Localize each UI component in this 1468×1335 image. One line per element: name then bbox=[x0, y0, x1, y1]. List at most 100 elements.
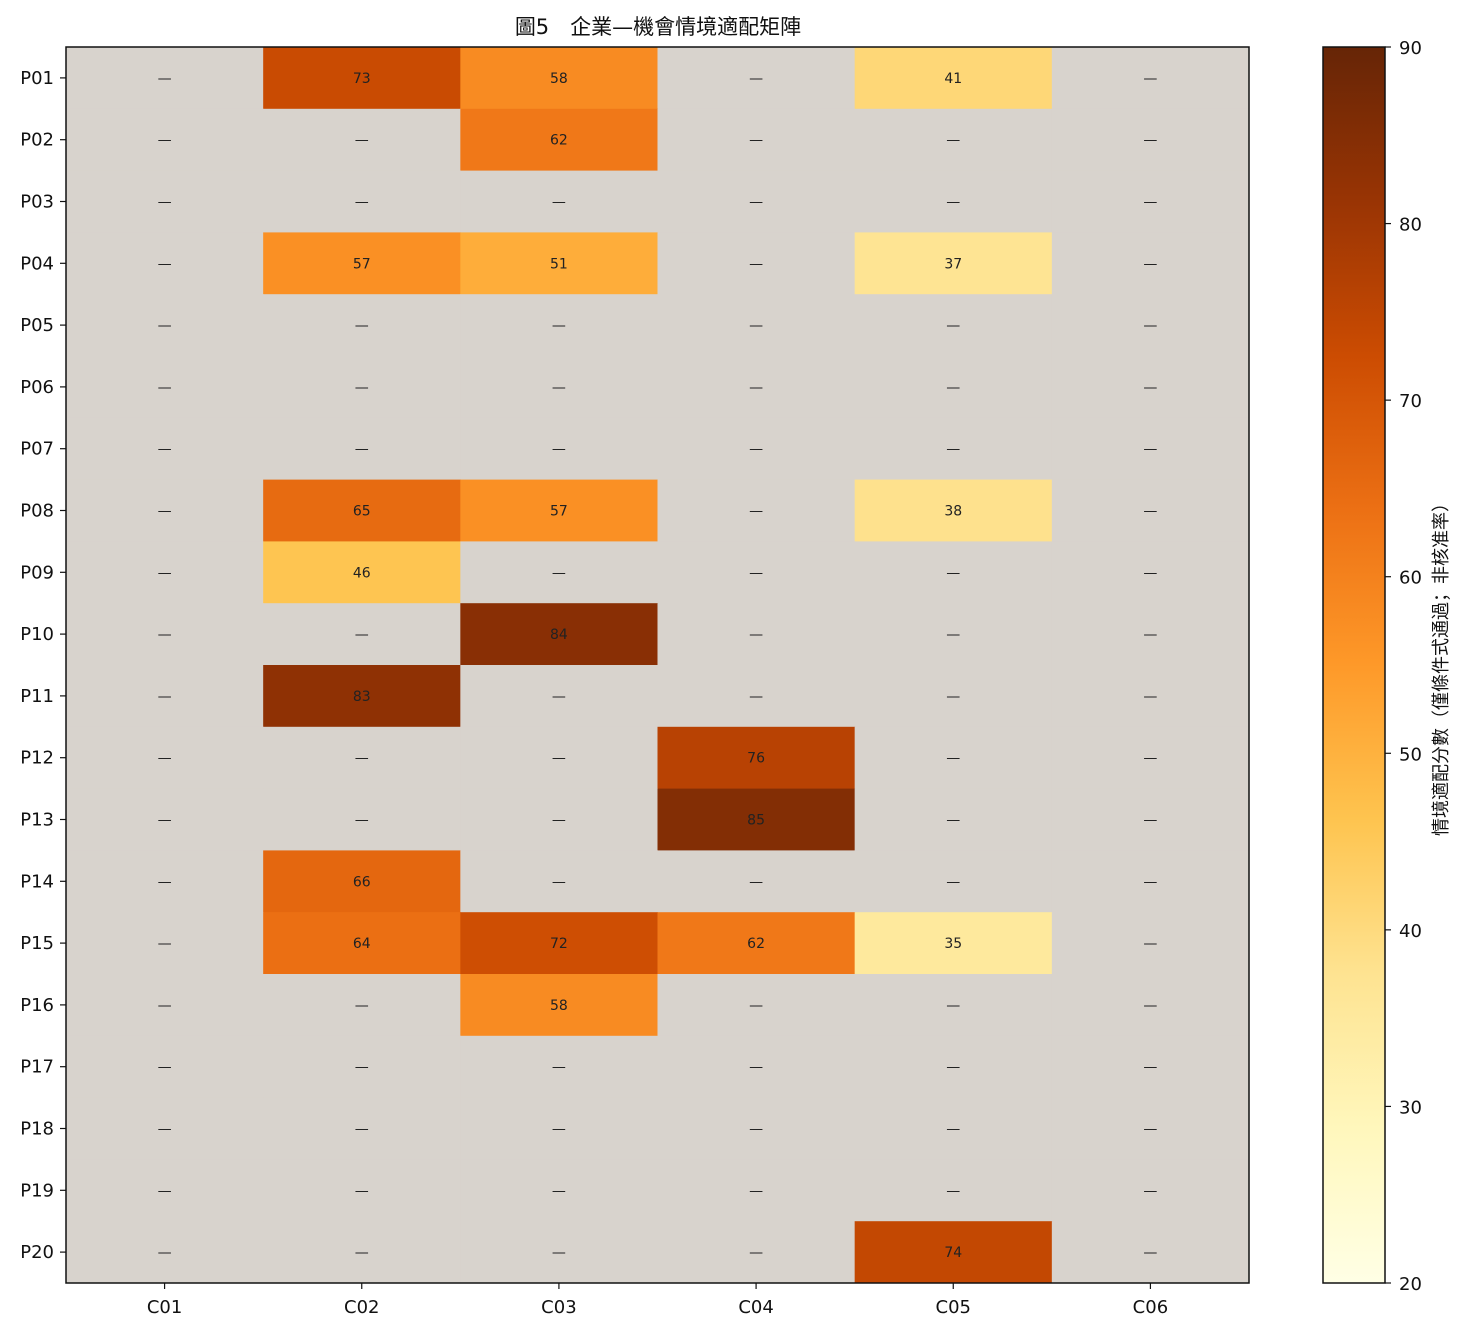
cell-P09-C05 bbox=[854, 541, 1053, 604]
cell-label-P15-C04: 62 bbox=[747, 936, 765, 952]
cell-label-P03-C01: — bbox=[158, 195, 172, 211]
cell-P20-C02 bbox=[263, 1221, 461, 1284]
cell-P03-C02 bbox=[263, 170, 461, 233]
colorbar-tick-label: 90 bbox=[1399, 38, 1422, 59]
cell-P15-C03 bbox=[460, 912, 658, 975]
cell-P10-C04 bbox=[657, 603, 856, 666]
cell-label-P08-C06: — bbox=[1143, 504, 1157, 520]
cell-label-P15-C05: 35 bbox=[944, 936, 962, 952]
cell-label-P19-C01: — bbox=[158, 1183, 172, 1199]
cell-P16-C01 bbox=[66, 974, 264, 1037]
y-tick-label: P11 bbox=[20, 686, 54, 707]
cell-P07-C05 bbox=[854, 417, 1053, 481]
cell-P10-C02 bbox=[263, 603, 461, 666]
cell-label-P02-C06: — bbox=[1143, 133, 1157, 149]
cell-label-P01-C06: — bbox=[1143, 71, 1157, 87]
cell-label-P18-C04: — bbox=[749, 1122, 763, 1138]
cell-P01-C02 bbox=[263, 47, 461, 110]
cell-label-P12-C04: 76 bbox=[747, 751, 765, 767]
cell-P08-C04 bbox=[657, 479, 856, 542]
y-tick-label: P18 bbox=[20, 1119, 54, 1140]
cell-label-P04-C05: 37 bbox=[944, 256, 962, 272]
y-tick-label: P15 bbox=[20, 933, 54, 954]
cell-P09-C03 bbox=[460, 541, 658, 604]
x-tick-label: C03 bbox=[541, 1297, 576, 1318]
cell-P13-C06 bbox=[1051, 788, 1250, 851]
cell-label-P02-C02: — bbox=[355, 133, 369, 149]
cell-P06-C05 bbox=[854, 356, 1053, 419]
cell-label-P18-C02: — bbox=[355, 1122, 369, 1138]
cell-label-P02-C03: 62 bbox=[550, 133, 568, 149]
cell-label-P02-C01: — bbox=[158, 133, 172, 149]
colorbar-tick-label: 80 bbox=[1399, 215, 1422, 236]
cell-P07-C06 bbox=[1051, 417, 1250, 481]
cell-P08-C03 bbox=[460, 479, 658, 542]
cell-P06-C01 bbox=[66, 356, 264, 419]
cell-label-P09-C06: — bbox=[1143, 565, 1157, 581]
y-tick-label: P20 bbox=[20, 1242, 54, 1263]
cell-label-P19-C06: — bbox=[1143, 1183, 1157, 1199]
cell-label-P08-C05: 38 bbox=[944, 504, 962, 520]
cell-label-P16-C06: — bbox=[1143, 998, 1157, 1014]
cell-P12-C06 bbox=[1051, 726, 1250, 790]
cell-label-P07-C03: — bbox=[552, 442, 566, 458]
cell-P13-C01 bbox=[66, 788, 264, 851]
cell-P01-C05 bbox=[854, 47, 1053, 110]
cell-label-P01-C01: — bbox=[158, 71, 172, 87]
cell-P10-C05 bbox=[854, 603, 1053, 666]
cell-label-P03-C04: — bbox=[749, 195, 763, 211]
y-tick-label: P02 bbox=[20, 130, 54, 151]
cell-label-P12-C05: — bbox=[946, 751, 960, 767]
cell-label-P06-C05: — bbox=[946, 380, 960, 396]
cell-P14-C06 bbox=[1051, 850, 1250, 913]
cell-P18-C02 bbox=[263, 1097, 461, 1160]
cell-label-P12-C02: — bbox=[355, 751, 369, 767]
cell-P13-C04 bbox=[657, 788, 856, 851]
cell-P06-C06 bbox=[1051, 356, 1250, 419]
cell-label-P17-C03: — bbox=[552, 1060, 566, 1076]
cell-label-P04-C06: — bbox=[1143, 256, 1157, 272]
cell-P10-C03 bbox=[460, 603, 658, 666]
cell-label-P04-C03: 51 bbox=[550, 256, 568, 272]
colorbar-tick-label: 20 bbox=[1399, 1274, 1422, 1295]
cell-P01-C04 bbox=[657, 47, 856, 110]
colorbar-tick-label: 40 bbox=[1399, 921, 1422, 942]
cell-label-P14-C03: — bbox=[552, 874, 566, 890]
cell-P09-C02 bbox=[263, 541, 461, 604]
cell-P20-C04 bbox=[657, 1221, 856, 1284]
cell-label-P19-C03: — bbox=[552, 1183, 566, 1199]
cell-label-P11-C01: — bbox=[158, 689, 172, 705]
cell-P05-C05 bbox=[854, 294, 1053, 357]
cell-P13-C03 bbox=[460, 788, 658, 851]
y-tick-label: P04 bbox=[20, 253, 54, 274]
cell-P03-C01 bbox=[66, 170, 264, 233]
cell-label-P17-C04: — bbox=[749, 1060, 763, 1076]
cell-label-P14-C01: — bbox=[158, 874, 172, 890]
cell-label-P01-C02: 73 bbox=[353, 71, 371, 87]
cell-label-P18-C01: — bbox=[158, 1122, 172, 1138]
cell-label-P06-C02: — bbox=[355, 380, 369, 396]
cell-P16-C04 bbox=[657, 974, 856, 1037]
x-axis: C01 C02 C03 C04 C05 C06 bbox=[147, 1283, 1168, 1318]
cell-P01-C03 bbox=[460, 47, 658, 110]
cell-P17-C04 bbox=[657, 1035, 856, 1099]
cell-P17-C03 bbox=[460, 1035, 658, 1099]
cell-P07-C02 bbox=[263, 417, 461, 481]
cell-P02-C06 bbox=[1051, 108, 1250, 172]
cell-P07-C04 bbox=[657, 417, 856, 481]
cell-P04-C05 bbox=[854, 232, 1053, 295]
cell-P15-C02 bbox=[263, 912, 461, 975]
cell-label-P18-C06: — bbox=[1143, 1122, 1157, 1138]
cell-label-P07-C01: — bbox=[158, 442, 172, 458]
cell-P05-C01 bbox=[66, 294, 264, 357]
cell-P16-C06 bbox=[1051, 974, 1250, 1037]
cell-P02-C01 bbox=[66, 108, 264, 172]
cell-P08-C05 bbox=[854, 479, 1053, 542]
x-tick-label: C02 bbox=[344, 1297, 379, 1318]
cell-P05-C06 bbox=[1051, 294, 1250, 357]
cell-label-P10-C05: — bbox=[946, 627, 960, 643]
cell-label-P19-C04: — bbox=[749, 1183, 763, 1199]
y-tick-label: P16 bbox=[20, 995, 54, 1016]
cell-label-P04-C02: 57 bbox=[353, 256, 371, 272]
